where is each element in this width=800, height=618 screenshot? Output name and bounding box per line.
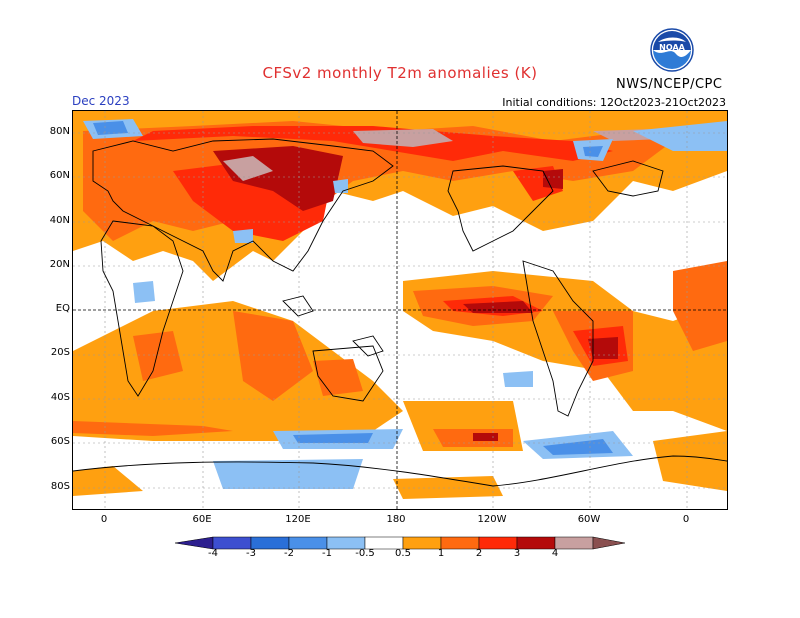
- colorbar-label-05: 0.5: [395, 548, 411, 559]
- lat-label-80s: 80S: [50, 481, 70, 492]
- colorbar-label-2: 2: [475, 548, 483, 559]
- colorbar-cell-gt-4: [592, 536, 625, 550]
- colorbar-label-neg1: -1: [322, 548, 332, 559]
- colorbar-label-4: 4: [551, 548, 559, 559]
- logo-text: NOAA: [659, 43, 685, 52]
- coastlines: [73, 138, 727, 487]
- lon-label-60e: 60E: [192, 514, 212, 525]
- colorbar-label-1: 1: [437, 548, 445, 559]
- lat-label-60s: 60S: [50, 436, 70, 447]
- equator-dateline: [73, 111, 727, 509]
- anomaly-fill-4: [223, 129, 663, 181]
- colorbar-label-neg3: -3: [246, 548, 256, 559]
- colorbar-label-neg2: -2: [284, 548, 294, 559]
- colorbar: [175, 536, 625, 550]
- colorbar-cell-1: [440, 536, 480, 550]
- lat-label-40n: 40N: [49, 215, 70, 226]
- colorbar-cell-3: [516, 536, 556, 550]
- lat-label-40s: 40S: [50, 392, 70, 403]
- colorbar-cell-2: [478, 536, 518, 550]
- agency-label: NWS/NCEP/CPC: [616, 77, 723, 92]
- lon-label-120w: 120W: [477, 514, 507, 525]
- colorbar-label-3: 3: [513, 548, 521, 559]
- colorbar-cell-4: [554, 536, 594, 550]
- lon-label-120e: 120E: [285, 514, 311, 525]
- lat-label-80n: 80N: [49, 126, 70, 137]
- noaa-logo: NOAA: [650, 28, 694, 72]
- lat-label-60n: 60N: [49, 170, 70, 181]
- map-title: CFSv2 monthly T2m anomalies (K): [262, 64, 538, 82]
- anomaly-map: [72, 110, 728, 510]
- lon-label-0-left: 0: [100, 514, 108, 525]
- colorbar-label-neg05: -0.5: [355, 548, 375, 559]
- lon-label-180: 180: [386, 514, 406, 525]
- lat-label-20n: 20N: [49, 259, 70, 270]
- lon-label-60w: 60W: [577, 514, 601, 525]
- map-canvas: [73, 111, 727, 509]
- lon-label-0-right: 0: [682, 514, 690, 525]
- initial-conditions: Initial conditions: 12Oct2023-21Oct2023: [502, 96, 726, 109]
- lat-label-eq: EQ: [55, 303, 70, 314]
- anomaly-fill-neg1: [93, 121, 613, 455]
- colorbar-label-neg4: -4: [208, 548, 218, 559]
- lat-label-20s: 20S: [50, 347, 70, 358]
- graticule: [73, 111, 727, 509]
- forecast-month: Dec 2023: [72, 94, 130, 108]
